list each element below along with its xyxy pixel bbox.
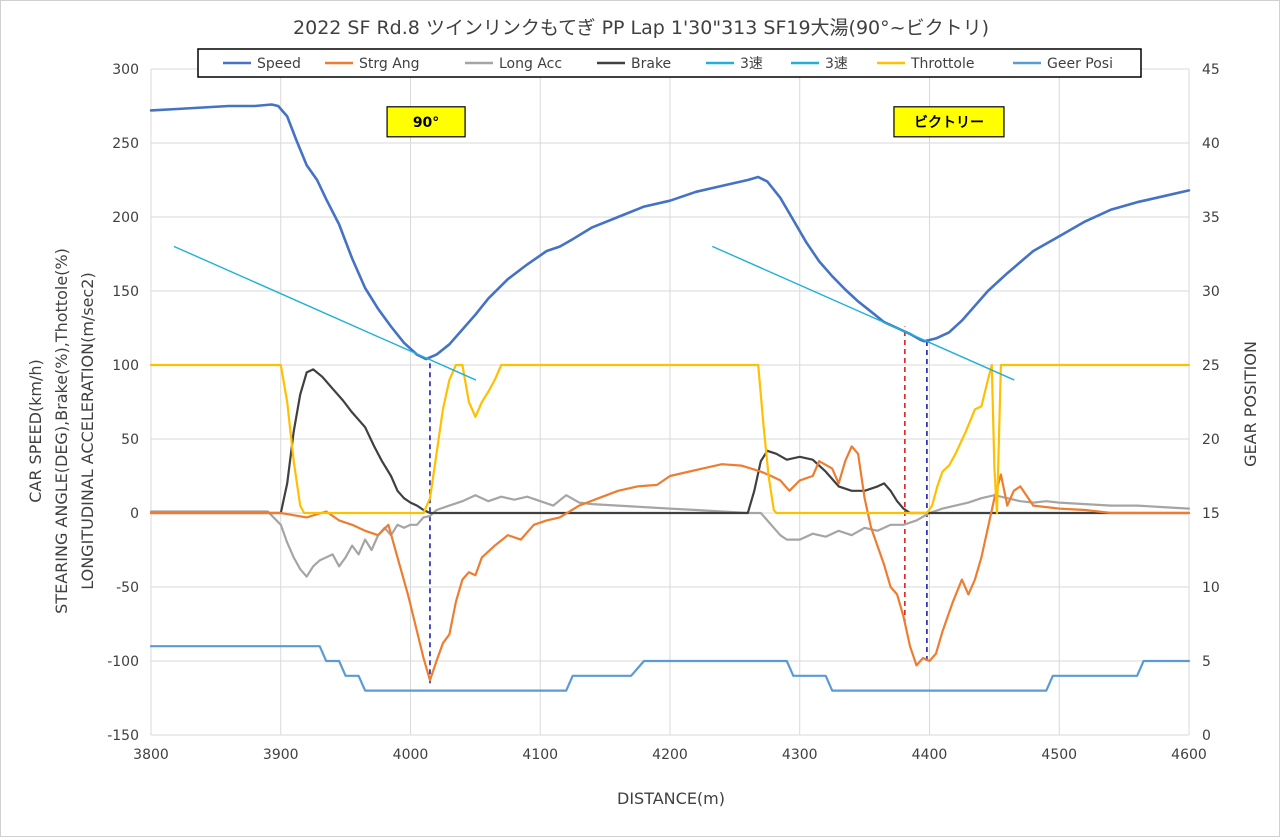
y-axis-title: CAR SPEED(km/h) STEARING ANGLE(DEG),Brake…	[26, 248, 97, 614]
x-tick-label: 4600	[1171, 747, 1207, 763]
legend-label: Geer Posi	[1047, 56, 1113, 72]
series-line-Speed	[149, 103, 1191, 361]
y2-tick-label: 5	[1202, 654, 1211, 670]
x-tick-label: 4000	[393, 747, 429, 763]
y-tick-label: 300	[112, 62, 139, 78]
series-line-Geer Posi	[149, 645, 1191, 692]
callout-label: ビクトリー	[914, 115, 984, 131]
y2-tick-label: 15	[1202, 506, 1220, 522]
y-axis-title-line: CAR SPEED(km/h)	[26, 359, 45, 503]
x-tick-label: 3900	[263, 747, 299, 763]
callout: 90°	[386, 106, 466, 138]
legend-label: 3速	[740, 56, 763, 72]
y2-tick-label: 20	[1202, 432, 1220, 448]
reference-lines	[429, 326, 928, 684]
y2-tick-label: 25	[1202, 358, 1220, 374]
x-tick-label: 4500	[1041, 747, 1077, 763]
legend-item: Speed	[223, 56, 301, 72]
legend-label: Speed	[257, 56, 301, 72]
legend-label: Brake	[631, 56, 671, 72]
data-series	[149, 103, 1191, 692]
legend-label: Throttole	[910, 56, 975, 72]
legend-item: 3速	[791, 56, 848, 72]
y2-axis-title: GEAR POSITION	[1241, 341, 1260, 467]
x-tick-label: 4100	[522, 747, 558, 763]
y-tick-label: 150	[112, 284, 139, 300]
callouts: 90° ビクトリー	[386, 106, 1005, 138]
y2-tick-label: 40	[1202, 136, 1220, 152]
legend-label: 3速	[825, 56, 848, 72]
y2-tick-label: 35	[1202, 210, 1220, 226]
legend-item: Brake	[597, 56, 671, 72]
grid-lines	[150, 68, 1190, 736]
x-tick-label: 4300	[782, 747, 818, 763]
y2-tick-label: 45	[1202, 62, 1220, 78]
callout: ビクトリー	[893, 106, 1005, 138]
legend-label: Strg Ang	[359, 56, 420, 72]
y2-tick-label: 10	[1202, 580, 1220, 596]
series-line-3速	[173, 245, 477, 381]
y-tick-label: -100	[107, 654, 139, 670]
y-tick-label: 200	[112, 210, 139, 226]
y-tick-label: 250	[112, 136, 139, 152]
y2-tick-label: 0	[1202, 728, 1211, 744]
legend-label: Long Acc	[499, 56, 562, 72]
legend: Speed Strg Ang Long Acc Brake 3速 3速 Throttole G…	[197, 48, 1142, 78]
callout-box	[386, 106, 466, 138]
y-tick-label: -150	[107, 728, 139, 744]
x-axis-title: DISTANCE(m)	[617, 789, 725, 808]
x-tick-label: 3800	[133, 747, 169, 763]
legend-item: Geer Posi	[1013, 56, 1113, 72]
legend-box	[197, 48, 1142, 78]
series-line-Brake	[149, 368, 1191, 515]
y-tick-label: 100	[112, 358, 139, 374]
x-tick-label: 4400	[912, 747, 948, 763]
legend-item: Long Acc	[465, 56, 562, 72]
series-line-Strg Ang	[149, 445, 1191, 682]
x-tick-label: 4200	[652, 747, 688, 763]
callout-label: 90°	[413, 115, 439, 131]
chart-title: 2022 SF Rd.8 ツインリンクもてぎ PP Lap 1'30"313 S…	[293, 17, 989, 39]
legend-item: Strg Ang	[325, 56, 420, 72]
y-tick-label: 50	[121, 432, 139, 448]
y-axis-title-line: LONGITUDINAL ACCELERATION(m/sec2)	[78, 272, 97, 589]
y2-tick-label: 30	[1202, 284, 1220, 300]
series-line-Throttole	[149, 363, 1191, 515]
y-axis-title-line: STEARING ANGLE(DEG),Brake(%),Thottole(%)	[52, 248, 71, 614]
legend-item: 3速	[706, 56, 763, 72]
series-line-3速	[712, 245, 1015, 381]
callout-box	[893, 106, 1005, 138]
legend-item: Throttole	[877, 56, 975, 72]
y-tick-label: 0	[130, 506, 139, 522]
y-tick-label: -50	[116, 580, 139, 596]
